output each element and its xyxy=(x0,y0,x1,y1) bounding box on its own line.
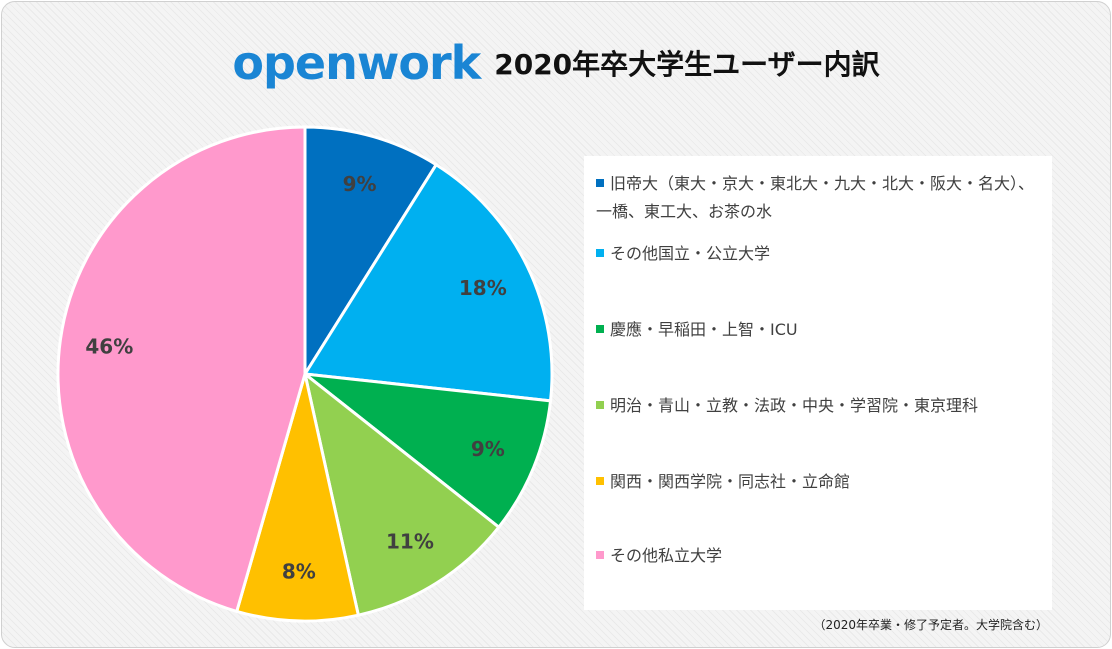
legend-item-kankandouritsu: 関西・関西学院・同志社・立命館 xyxy=(596,468,1042,496)
pie-slice xyxy=(235,372,360,623)
legend-swatch xyxy=(596,325,604,333)
legend-swatch xyxy=(596,477,604,485)
legend-item-kyuteidai: 旧帝大（東大・京大・東北大・九大・北大・阪大・名大）、一橋、東工大、お茶の水 xyxy=(596,170,1042,226)
legend-label: 明治・青山・立教・法政・中央・学習院・東京理科 xyxy=(610,396,979,415)
pie-slice xyxy=(303,125,438,376)
slice-data-label: 9% xyxy=(343,172,377,196)
legend-item-other-private: その他私立大学 xyxy=(596,542,1042,570)
legend-swatch xyxy=(596,401,604,409)
legend-swatch xyxy=(596,551,604,559)
legend-item-march: 明治・青山・立教・法政・中央・学習院・東京理科 xyxy=(596,392,1042,420)
legend-swatch xyxy=(596,179,604,187)
legend-label: 関西・関西学院・同志社・立命館 xyxy=(610,472,851,491)
legend: 旧帝大（東大・京大・東北大・九大・北大・阪大・名大）、一橋、東工大、お茶の水 そ… xyxy=(584,156,1052,610)
legend-item-soukei: 慶應・早稲田・上智・ICU xyxy=(596,316,1042,344)
legend-label: 旧帝大（東大・京大・東北大・九大・北大・阪大・名大）、一橋、東工大、お茶の水 xyxy=(596,174,1035,221)
chart-title: 2020年卒大学生ユーザー内訳 xyxy=(494,48,880,81)
brand-logo: openwork xyxy=(232,36,481,90)
pie-slice xyxy=(303,163,554,403)
pie-slice xyxy=(303,372,553,529)
slice-data-label: 18% xyxy=(459,276,507,300)
header: openwork 2020年卒大学生ユーザー内訳 xyxy=(2,40,1110,86)
pie-slice xyxy=(303,372,501,617)
slice-data-label: 9% xyxy=(471,437,505,461)
legend-label: 慶應・早稲田・上智・ICU xyxy=(610,320,798,339)
slice-data-label: 11% xyxy=(386,529,434,553)
legend-item-other-public: その他国立・公立大学 xyxy=(596,240,1042,268)
legend-swatch xyxy=(596,249,604,257)
legend-label: その他私立大学 xyxy=(610,546,723,565)
slice-data-label: 8% xyxy=(282,560,316,584)
slice-data-label: 46% xyxy=(85,334,133,358)
footnote: （2020年卒業・修了予定者。大学院含む） xyxy=(813,618,1048,632)
legend-label: その他国立・公立大学 xyxy=(610,244,771,263)
pie-slice xyxy=(56,125,307,613)
